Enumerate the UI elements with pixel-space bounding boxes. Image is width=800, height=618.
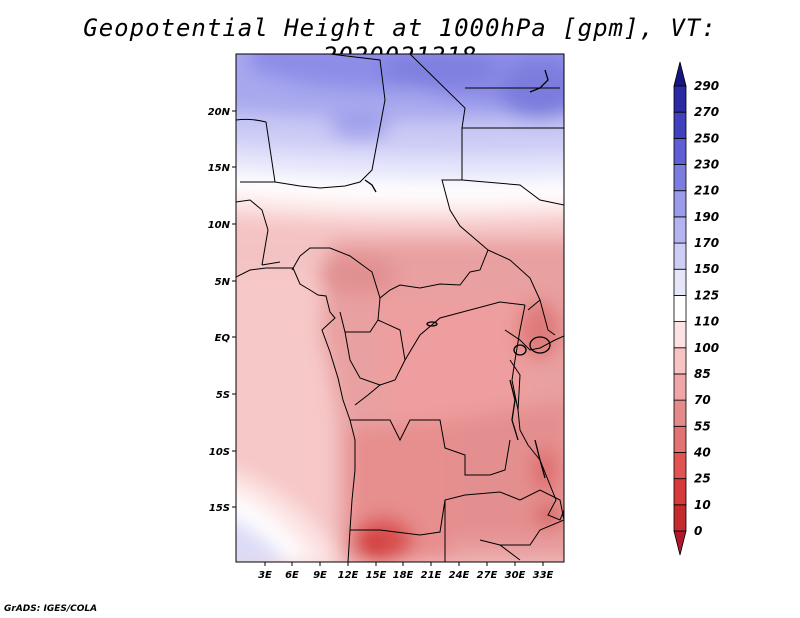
colorbar-segment [673,85,687,113]
height-field [236,54,564,562]
border-westafrica [236,199,269,266]
red-sea-coast [529,69,549,93]
colorbar-label: 170 [694,236,719,250]
lake-malawi [534,439,546,479]
lon-labels: 3E 6E 9E 12E 15E 18E 21E 24E 27E 30E 33E [258,570,553,581]
border-lakes [504,329,564,411]
border-car-drc [404,301,526,361]
colorbar-label: 25 [694,472,711,486]
lake-victoria [529,336,551,354]
colorbar-label: 210 [694,184,719,198]
colorbar-segment [673,452,687,480]
lake-chad [364,179,377,193]
border-uganda [539,299,556,336]
lat-label: 15N [208,163,231,174]
colorbar-segment [673,61,687,87]
lon-label: 18E [393,570,414,581]
colorbar-label: 0 [694,524,702,538]
colorbar-label: 250 [694,131,719,145]
colorbar-segment [673,216,687,244]
colorbar-segment [673,295,687,322]
lake-victoria-outline [513,344,527,356]
field-shading [236,54,564,562]
colorbar-segment [673,504,687,532]
lon-label: 6E [285,570,299,581]
border-chad [299,54,489,299]
colorbar-segment [673,321,687,349]
border-drc-east [511,304,541,461]
border-gabon [344,331,381,386]
lakes [364,69,551,479]
colorbar-label: 230 [694,158,719,172]
lake-tanganyika [509,379,519,441]
colorbar-segment [673,268,687,296]
colorbar-label: 125 [694,288,719,302]
lat-label: 10N [208,220,231,231]
colorbar-label: 270 [694,105,719,119]
border-west [236,118,276,183]
colorbar: 0 10 25 40 55 70 85 100 110 125 150 170 190 210 230 250… [673,61,719,556]
colorbar-segment [673,373,687,401]
lon-label: 24E [449,570,470,581]
lat-label: 5S [216,390,230,401]
colorbar-segment [673,242,687,270]
lat-label: 10S [209,447,230,458]
grads-credit: GrADS: IGES/COLA [4,604,98,614]
border-ssudan [487,249,541,311]
colorbar-label: 40 [693,445,711,459]
colorbar-segment [673,425,687,453]
colorbar-label: 150 [694,262,719,276]
lat-label: EQ [215,333,231,344]
lon-label: 12E [338,570,359,581]
colorbar-label: 85 [694,367,711,381]
lon-label: 27E [477,570,498,581]
colorbar-label: 290 [694,79,719,93]
border-niger [274,54,386,189]
colorbar-label: 100 [694,341,719,355]
border-angola-south [350,491,521,536]
colorbar-segment [673,111,687,139]
colorbar-segment [673,164,687,192]
colorbar-label: 55 [694,419,711,433]
border-zimbabwe [500,489,564,546]
lon-label: 9E [313,570,327,581]
small-lake [426,321,438,327]
border-malawi [539,459,564,521]
border-nigeria [261,255,301,271]
colorbar-segment [673,530,687,556]
colorbar-segment [673,347,687,375]
border-congo [354,319,406,406]
colorbar-segment [673,137,687,165]
colorbar-segment [673,190,687,218]
lon-label: 21E [421,570,442,581]
coastline [236,267,356,562]
axis-ticks [232,110,544,566]
lon-label: 30E [505,570,526,581]
lon-label: 15E [366,570,387,581]
colorbar-segment [673,478,687,506]
colorbar-label: 190 [694,210,719,224]
lon-label: 33E [533,570,554,581]
coastlines-borders [236,54,564,562]
border-cameroon [339,297,381,333]
border-sudan [461,179,564,206]
border-sudan-egypt [462,87,564,129]
colorbar-segment [673,399,687,427]
colorbar-label: 10 [694,498,711,512]
map-frame [235,53,565,563]
lat-label: 5N [215,277,231,288]
lat-label: 15S [209,503,230,514]
colorbar-label: 70 [694,393,711,407]
colorbar-label: 110 [694,315,719,329]
lon-label: 3E [258,570,272,581]
border-angola-drc [350,419,511,476]
lat-label: 20N [208,107,231,118]
lat-labels: 20N 15N 10N 5N EQ 5S 10S 15S [208,107,231,514]
